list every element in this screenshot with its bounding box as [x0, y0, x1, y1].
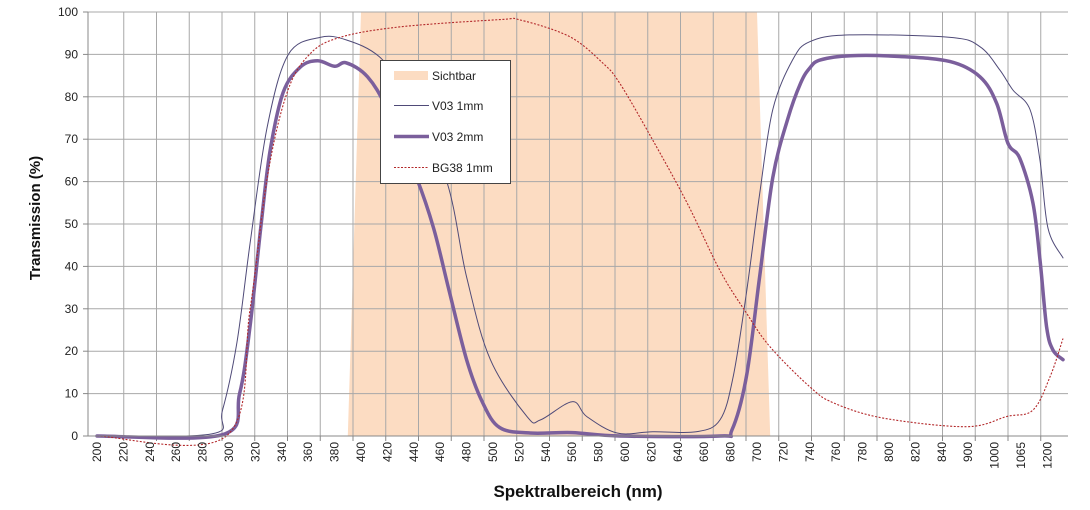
y-tick-label: 80	[65, 90, 79, 104]
x-tick-label: 440	[407, 442, 421, 462]
legend-label-bg38-1mm: BG38 1mm	[432, 161, 493, 175]
y-tick-label: 90	[65, 47, 79, 61]
legend-label-sichtbar: Sichtbar	[432, 69, 476, 83]
y-tick-label: 0	[71, 429, 78, 443]
x-tick-label: 760	[829, 442, 843, 462]
x-tick-label: 1200	[1040, 442, 1054, 469]
legend-box	[380, 60, 511, 184]
gridlines	[88, 11, 1068, 441]
x-tick-label: 1065	[1014, 442, 1028, 469]
x-tick-label: 300	[222, 442, 236, 462]
x-tick-label: 260	[169, 442, 183, 462]
x-tick-label: 500	[486, 442, 500, 462]
x-tick-label: 840	[935, 442, 949, 462]
legend-label-v03-2mm: V03 2mm	[432, 130, 483, 144]
y-axis-title: Transmission (%)	[27, 156, 44, 280]
x-tick-label: 820	[908, 442, 922, 462]
x-tick-label: 400	[354, 442, 368, 462]
legend-swatch-sichtbar	[394, 71, 428, 80]
y-tick-label: 10	[65, 387, 79, 401]
series-bg38-1mm-line	[96, 17, 1064, 446]
x-tick-label: 780	[856, 442, 870, 462]
y-tick-label: 100	[58, 5, 78, 19]
x-tick-label: 600	[618, 442, 632, 462]
x-tick-label: 1000	[988, 442, 1002, 469]
x-tick-label: 800	[882, 442, 896, 462]
x-tick-label: 480	[460, 442, 474, 462]
x-tick-label: 240	[143, 442, 157, 462]
x-tick-label: 200	[90, 442, 104, 462]
series-v03-1mm-line	[96, 34, 1064, 437]
y-tick-label: 60	[65, 175, 79, 189]
x-tick-label: 680	[724, 442, 738, 462]
y-tick-label: 20	[65, 344, 79, 358]
y-tick-label: 40	[65, 259, 79, 273]
x-tick-label: 520	[512, 442, 526, 462]
x-tick-label: 640	[671, 442, 685, 462]
x-tick-label: 700	[750, 442, 764, 462]
x-tick-label: 460	[433, 442, 447, 462]
x-tick-label: 540	[539, 442, 553, 462]
x-tick-label: 360	[301, 442, 315, 462]
x-tick-label: 660	[697, 442, 711, 462]
legend: Sichtbar V03 1mm V03 2mm BG38 1mm	[380, 60, 511, 184]
x-tick-label: 900	[961, 442, 975, 462]
x-tick-label: 580	[592, 442, 606, 462]
x-tick-label: 420	[380, 442, 394, 462]
y-tick-label: 50	[65, 217, 79, 231]
x-tick-label: 380	[328, 442, 342, 462]
x-tick-label: 340	[275, 442, 289, 462]
x-tick-label: 560	[565, 442, 579, 462]
x-tick-label: 320	[248, 442, 262, 462]
x-tick-label: 740	[803, 442, 817, 462]
x-axis-title: Spektralbereich (nm)	[493, 482, 662, 501]
x-tick-label: 720	[776, 442, 790, 462]
x-tick-label: 220	[116, 442, 130, 462]
y-tick-label: 30	[65, 302, 79, 316]
legend-label-v03-1mm: V03 1mm	[432, 99, 483, 113]
y-tick-label: 70	[65, 132, 79, 146]
x-tick-label: 280	[196, 442, 210, 462]
x-tick-labels: 200 220 240 260 280 300 320 340 360 380 400 420 440 4…	[90, 442, 1054, 469]
x-tick-label: 620	[644, 442, 658, 462]
y-tick-labels: 0 10 20 30 40 50 60 70 80 90 100	[58, 5, 88, 443]
